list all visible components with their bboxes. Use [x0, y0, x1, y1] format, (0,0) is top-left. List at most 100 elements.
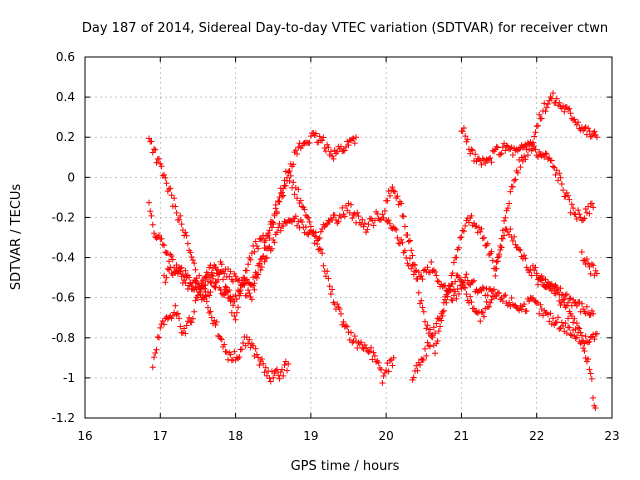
- data-point: [336, 306, 343, 313]
- data-point: [149, 221, 156, 228]
- data-point: [518, 306, 525, 313]
- data-point: [280, 192, 287, 199]
- data-point: [499, 227, 506, 234]
- data-point: [545, 101, 552, 108]
- data-point: [329, 286, 336, 293]
- data-point: [406, 255, 413, 262]
- data-point: [468, 146, 475, 153]
- data-point: [425, 342, 432, 349]
- data-point: [292, 147, 299, 154]
- data-point: [408, 265, 415, 272]
- data-point: [424, 264, 431, 271]
- data-point: [381, 207, 388, 214]
- data-point: [473, 223, 480, 230]
- data-point: [509, 183, 516, 190]
- data-point: [534, 122, 541, 129]
- data-point: [168, 252, 175, 259]
- data-point: [546, 285, 553, 292]
- data-point: [162, 249, 169, 256]
- data-point: [207, 289, 214, 296]
- data-point: [489, 293, 496, 300]
- data-point: [465, 219, 472, 226]
- data-point: [371, 217, 378, 224]
- data-point: [570, 205, 577, 212]
- data-point: [246, 336, 253, 343]
- data-point: [552, 319, 559, 326]
- data-point: [393, 226, 400, 233]
- data-point: [222, 290, 229, 297]
- data-point: [398, 236, 405, 243]
- data-point: [181, 273, 188, 280]
- data-point: [552, 171, 559, 178]
- data-point: [379, 211, 386, 218]
- data-point: [197, 285, 204, 292]
- data-point: [417, 361, 424, 368]
- data-point: [204, 278, 211, 285]
- data-point: [587, 270, 594, 277]
- data-point: [360, 223, 367, 230]
- data-point: [192, 266, 199, 273]
- data-point: [222, 348, 229, 355]
- data-point: [148, 212, 155, 219]
- data-point: [462, 133, 469, 140]
- data-point: [512, 176, 519, 183]
- data-point: [532, 264, 539, 271]
- series-track-f: [409, 90, 600, 383]
- data-point: [189, 257, 196, 264]
- data-point: [593, 330, 600, 337]
- data-point: [444, 293, 451, 300]
- data-point: [503, 142, 510, 149]
- data-point: [168, 192, 175, 199]
- data-point: [335, 218, 342, 225]
- data-point: [435, 315, 442, 322]
- data-point: [227, 268, 234, 275]
- data-point: [473, 309, 480, 316]
- data-point: [186, 314, 193, 321]
- data-point: [562, 193, 569, 200]
- data-point: [164, 315, 171, 322]
- data-point: [533, 272, 540, 279]
- data-point: [245, 261, 252, 268]
- data-point: [281, 362, 288, 369]
- data-point: [491, 286, 498, 293]
- data-point: [177, 212, 184, 219]
- data-point: [573, 302, 580, 309]
- data-point: [553, 95, 560, 102]
- data-point: [159, 241, 166, 248]
- data-point: [312, 233, 319, 240]
- data-point: [186, 274, 193, 281]
- data-point: [285, 168, 292, 175]
- data-point: [241, 274, 248, 281]
- data-point: [401, 223, 408, 230]
- data-point: [316, 133, 323, 140]
- data-point: [383, 367, 390, 374]
- data-point: [553, 319, 560, 326]
- data-point: [394, 193, 401, 200]
- data-point: [344, 323, 351, 330]
- data-point: [534, 281, 541, 288]
- data-point: [493, 265, 500, 272]
- data-point: [506, 200, 513, 207]
- data-point: [428, 259, 435, 266]
- data-point: [363, 344, 370, 351]
- data-point: [576, 211, 583, 218]
- data-point: [590, 310, 597, 317]
- data-point: [330, 155, 337, 162]
- data-point: [571, 210, 578, 217]
- data-point: [583, 303, 590, 310]
- data-point: [435, 328, 442, 335]
- data-point: [268, 224, 275, 231]
- data-point: [172, 203, 179, 210]
- data-point: [479, 284, 486, 291]
- data-point: [258, 263, 265, 270]
- data-point: [529, 139, 536, 146]
- data-point: [344, 138, 351, 145]
- data-point: [578, 300, 585, 307]
- data-point: [538, 273, 545, 280]
- data-point: [320, 262, 327, 269]
- data-point: [270, 219, 277, 226]
- data-point: [453, 254, 460, 261]
- data-point: [182, 280, 189, 287]
- data-point: [248, 296, 255, 303]
